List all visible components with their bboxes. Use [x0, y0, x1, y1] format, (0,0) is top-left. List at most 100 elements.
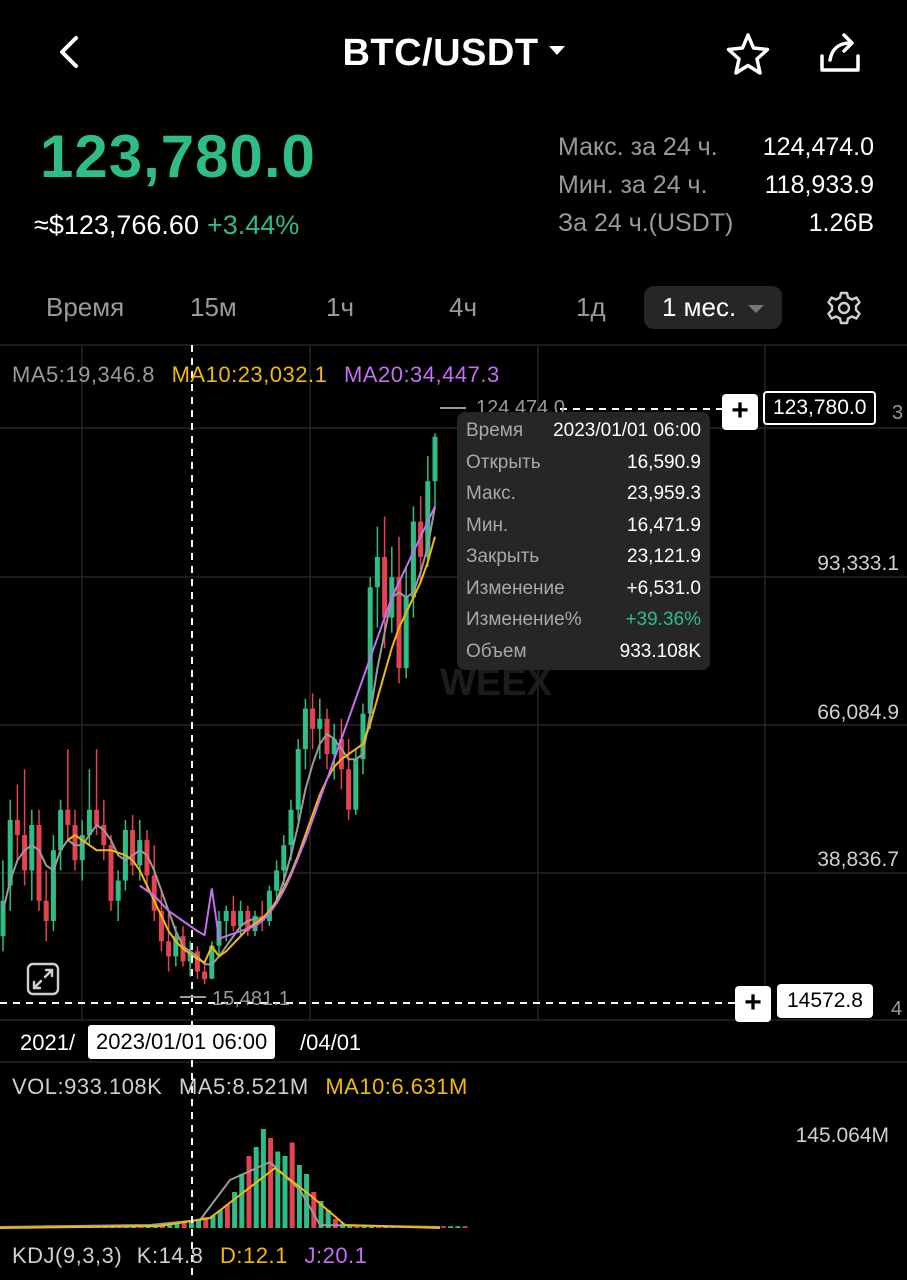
favorite-button[interactable]: [722, 30, 774, 80]
stat-label: Мин. за 24 ч.: [558, 170, 708, 199]
tab-4h[interactable]: 4ч: [449, 292, 478, 322]
candle-body: [238, 910, 244, 927]
candle: [382, 516, 388, 648]
candle: [94, 749, 100, 836]
candle-body: [72, 824, 78, 861]
candle-body: [187, 951, 193, 962]
volume-bar: [440, 1226, 446, 1228]
share-button[interactable]: [814, 30, 866, 76]
tooltip-value: 16,471.9: [627, 514, 701, 536]
crosshair-price-box: 14572.8: [777, 984, 873, 1018]
tooltip-value: +39.36%: [625, 609, 701, 630]
volume-bar: [253, 1147, 259, 1228]
candle: [202, 961, 208, 985]
candle-body: [0, 900, 6, 937]
tooltip-row: Изменение +6,531.0: [466, 578, 701, 600]
tooltip-value: +6,531.0: [626, 577, 702, 599]
candle: [194, 946, 200, 980]
candle-body: [151, 875, 157, 911]
candle-body: [173, 936, 179, 957]
add-crosshair-alert-button[interactable]: +: [735, 986, 771, 1022]
candle-body: [230, 910, 236, 927]
kdj-label: KDJ(9,3,3): [12, 1243, 123, 1268]
candle: [65, 749, 71, 841]
candle-body: [36, 824, 42, 901]
kdj-k: K:14.8: [136, 1243, 204, 1268]
candle: [324, 708, 330, 770]
volume-bar: [282, 1156, 288, 1228]
stat-low: Мин. за 24 ч. 118,933.9: [558, 166, 874, 204]
candle-body: [317, 718, 323, 729]
candle: [302, 698, 308, 770]
tab-15m[interactable]: 15м: [190, 292, 237, 322]
candle-body: [166, 941, 172, 957]
tooltip-label: Изменение: [466, 577, 565, 599]
candle-body: [144, 840, 150, 876]
volume-bar: [210, 1215, 216, 1228]
ma10-value: MA10:23,032.1: [171, 362, 328, 387]
candle: [346, 738, 352, 820]
volume-bar: [167, 1225, 173, 1228]
tooltip-row: Время 2023/01/01 06:00: [466, 420, 701, 442]
candle-body: [367, 587, 373, 714]
candle-body: [43, 900, 49, 921]
chevron-left-icon: [60, 36, 78, 68]
tooltip-label: Изменение%: [466, 609, 582, 630]
tab-1h[interactable]: 1ч: [326, 292, 355, 322]
candle: [86, 769, 92, 846]
candle-body: [374, 556, 380, 588]
volume-bar: [239, 1174, 245, 1228]
last-price: 123,780.0: [40, 123, 316, 190]
volume-bar: [296, 1165, 302, 1228]
candle: [36, 809, 42, 911]
candle-body: [295, 749, 301, 810]
candle: [403, 567, 409, 679]
volume-bar: [260, 1129, 266, 1228]
candle-body: [94, 809, 100, 825]
candle-body: [302, 708, 308, 750]
add-alert-button[interactable]: +: [722, 394, 758, 430]
candle: [151, 845, 157, 921]
candle-body: [338, 738, 344, 770]
candle: [158, 890, 164, 952]
share-icon: [820, 33, 860, 72]
candle: [338, 718, 344, 790]
candle: [274, 860, 280, 901]
tab-1d[interactable]: 1д: [576, 292, 606, 322]
candle: [331, 723, 337, 780]
volume-bar: [354, 1226, 360, 1228]
candle: [29, 809, 35, 901]
candle-body: [324, 718, 330, 755]
candle: [432, 433, 438, 507]
candle: [266, 885, 272, 927]
tooltip-row: Закрыть 23,121.9: [466, 546, 701, 568]
candle: [50, 835, 56, 932]
candle: [115, 870, 121, 921]
candle: [418, 496, 424, 583]
volume-bar: [268, 1138, 274, 1228]
edge-glyph-top: 3: [892, 402, 904, 424]
candle: [14, 784, 20, 861]
tab-time[interactable]: Время: [46, 292, 125, 322]
ma5-line: [2, 506, 436, 966]
tab-1month[interactable]: 1 мес.: [644, 286, 783, 329]
back-button[interactable]: [48, 30, 92, 74]
pair-selector[interactable]: BTC/USDT: [0, 32, 907, 75]
star-icon: [726, 33, 770, 75]
candle: [288, 799, 294, 861]
volume-legend: VOL:933.108K MA5:8.521M MA10:6.631M: [12, 1074, 468, 1100]
candle-body: [115, 880, 121, 901]
candle-body: [418, 521, 424, 557]
candle-body: [432, 436, 438, 482]
tab-1month-label: 1 мес.: [662, 292, 737, 322]
volume-bar: [318, 1201, 324, 1228]
volume-bar: [311, 1192, 317, 1228]
candle-tooltip: Время 2023/01/01 06:00 Открыть 16,590.9 Макс…: [457, 412, 710, 670]
chart-settings-button[interactable]: [826, 290, 862, 326]
candle: [22, 769, 28, 886]
candle-body: [266, 890, 272, 921]
fullscreen-button[interactable]: [26, 962, 60, 996]
candle: [166, 910, 172, 972]
candle: [187, 941, 193, 977]
candle-body: [281, 845, 287, 871]
